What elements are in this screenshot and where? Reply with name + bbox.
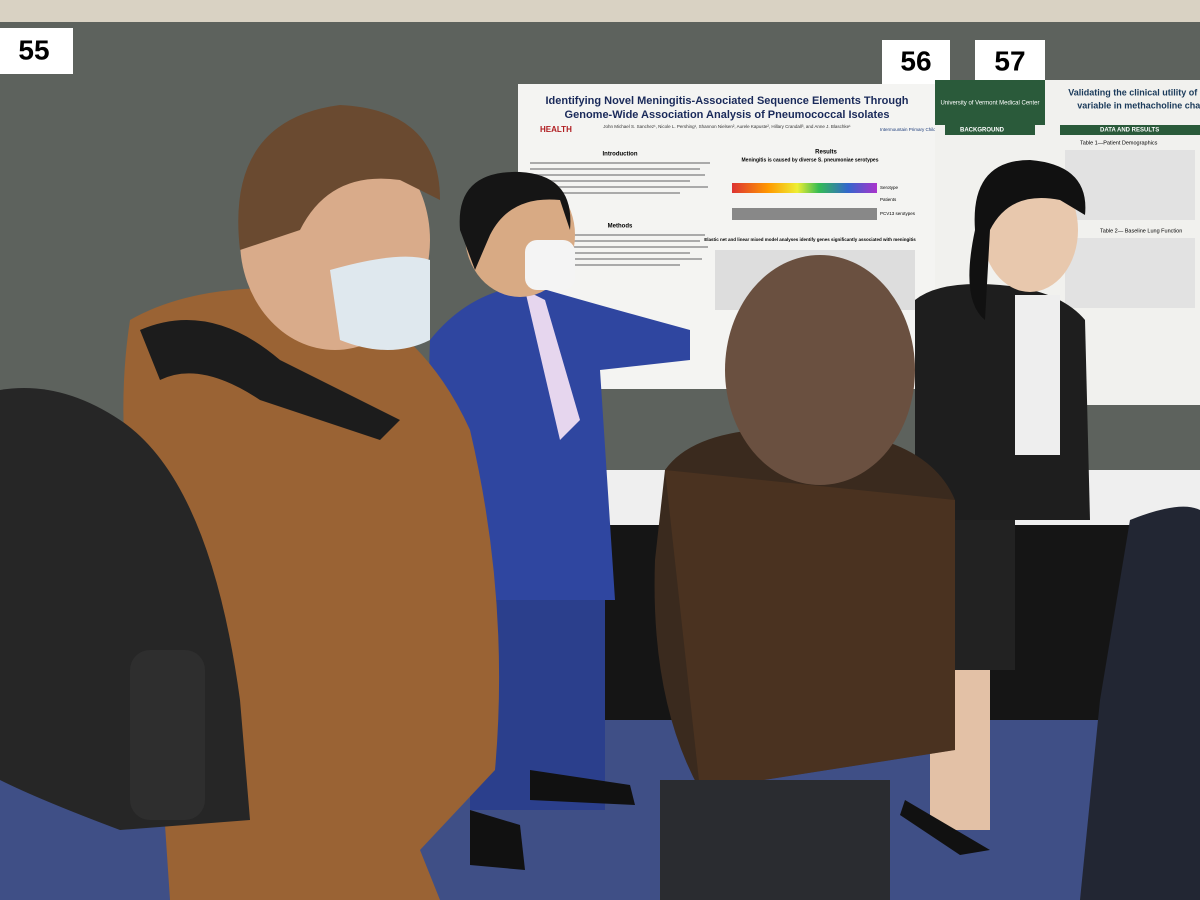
board-number: 55 xyxy=(18,34,49,65)
poster-header xyxy=(935,80,1045,125)
table xyxy=(1065,238,1195,308)
board-card xyxy=(0,28,73,74)
section-heading: Results xyxy=(815,150,837,156)
board-card xyxy=(882,40,950,84)
backpack xyxy=(0,320,400,830)
table-title: Table 2— Baseline Lung Function xyxy=(1100,228,1182,234)
poster-logo: Intermountain Primary Children's Medical… xyxy=(880,127,977,132)
table xyxy=(1065,150,1195,220)
section-heading: DATA AND RESULTS xyxy=(1100,128,1159,134)
person-right-edge xyxy=(1080,506,1200,900)
table-title: Table 1—Patient Demographics xyxy=(1080,140,1158,146)
poster-title: variable in methacholine chal xyxy=(1077,100,1200,110)
institution: University of Vermont Medical Center xyxy=(940,101,1039,107)
section-heading: Introduction xyxy=(603,152,638,158)
section-bar xyxy=(945,125,1035,135)
section-bar xyxy=(1060,125,1200,135)
poster-title: Genome-Wide Association Analysis of Pneu… xyxy=(565,109,890,121)
poster-title: Validating the clinical utility of sG xyxy=(1068,87,1200,97)
man-suit xyxy=(429,171,690,870)
board-card xyxy=(975,40,1045,84)
figure-label: Serotype xyxy=(880,185,899,190)
poster-logo: HEALTH xyxy=(540,125,572,134)
serotype-bar xyxy=(732,183,877,193)
woman-floral xyxy=(654,255,955,900)
figure-label: Patients xyxy=(880,197,897,202)
poster-authors: John Michael S. Sanchez¹, Nicole L. Pers… xyxy=(603,124,851,129)
section-heading: Methods xyxy=(608,224,633,230)
poster-title: Identifying Novel Meningitis-Associated … xyxy=(545,95,908,107)
figure-label: PCV13 serotypes xyxy=(880,211,916,216)
board-number: 57 xyxy=(994,45,1025,76)
patients-bar xyxy=(732,208,877,220)
poster-subtitle: Elastic net and linear mixed model analy… xyxy=(704,237,916,242)
section-heading: BACKGROUND xyxy=(960,128,1005,134)
board-number: 56 xyxy=(900,45,931,76)
figure-title: Meningitis is caused by diverse S. pneum… xyxy=(742,157,879,163)
